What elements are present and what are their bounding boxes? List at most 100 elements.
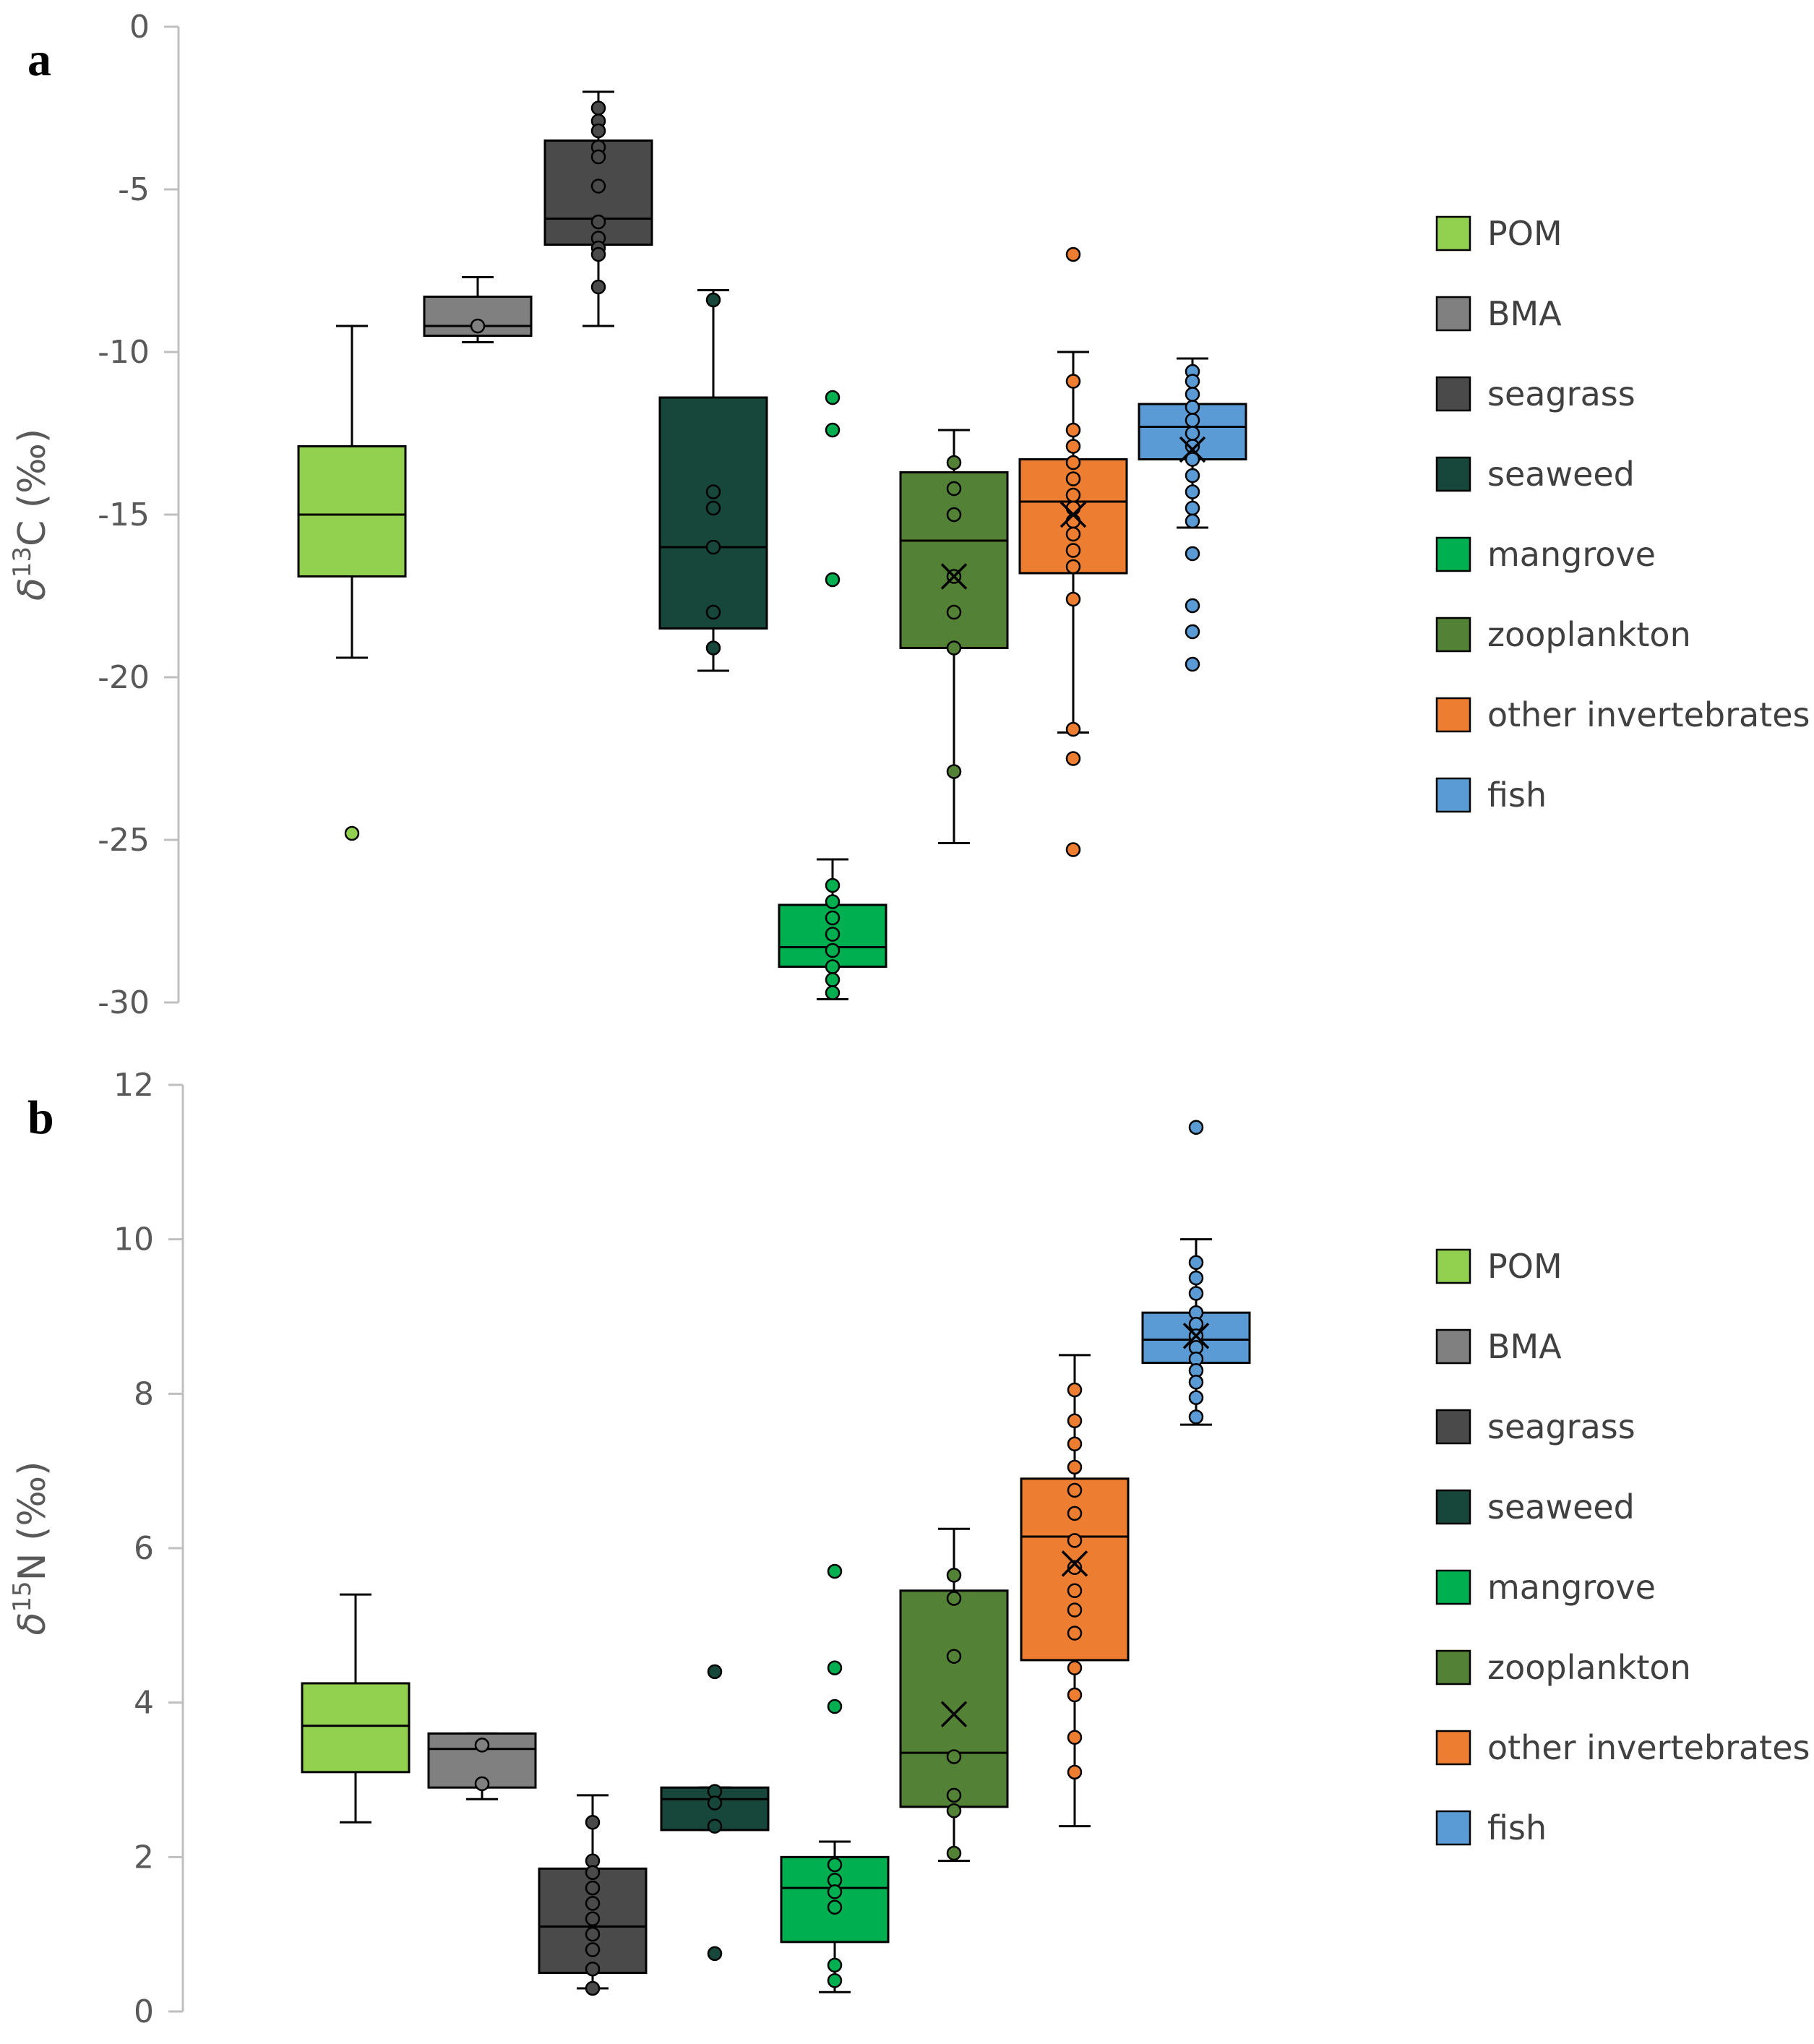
- data-point: [705, 604, 721, 620]
- data-point: [1067, 1382, 1083, 1398]
- data-point: [1065, 487, 1081, 503]
- data-point: [1188, 1286, 1204, 1301]
- y-tick-label: -30: [98, 984, 150, 1021]
- data-point: [1065, 559, 1081, 575]
- data-point: [590, 179, 606, 194]
- data-point: [1185, 426, 1200, 441]
- y-tick-label: -25: [98, 822, 150, 859]
- data-point: [1065, 439, 1081, 454]
- data-point: [707, 1795, 723, 1811]
- data-point: [1065, 526, 1081, 542]
- data-point: [825, 942, 841, 958]
- y-axis-title-symbol: δ: [11, 577, 54, 601]
- mean-marker: [1179, 436, 1206, 463]
- legend-swatch: [1435, 1730, 1471, 1766]
- y-tick-label: 4: [134, 1685, 154, 1722]
- legend-label: BMA: [1487, 294, 1562, 333]
- box-bma: [427, 1732, 537, 1800]
- data-point: [946, 1787, 962, 1803]
- legend-item-mangrove: mangrove: [1435, 1568, 1656, 1607]
- data-point: [1067, 1730, 1083, 1745]
- data-point: [825, 572, 841, 588]
- data-point: [1067, 1602, 1083, 1618]
- data-point: [1065, 471, 1081, 486]
- legend-label: mangrove: [1487, 1568, 1656, 1607]
- data-point: [585, 1880, 601, 1896]
- data-point: [946, 1591, 962, 1606]
- legend-item-zooplankton: zooplankton: [1435, 1648, 1691, 1687]
- data-point: [705, 484, 721, 499]
- data-point: [825, 910, 841, 926]
- box-seagrass: [543, 90, 653, 327]
- mean-marker: [940, 563, 968, 590]
- legend-swatch: [1435, 697, 1471, 733]
- data-point: [1185, 484, 1200, 499]
- data-point: [705, 539, 721, 555]
- data-point: [946, 507, 962, 523]
- y-axis-title: δ15N (‰): [8, 1461, 54, 1636]
- data-point: [1185, 500, 1200, 516]
- box-mangrove: [778, 390, 887, 1000]
- data-point: [827, 1857, 843, 1873]
- data-point: [1185, 656, 1200, 672]
- legend-swatch: [1435, 1810, 1471, 1846]
- legend-swatch: [1435, 215, 1471, 252]
- legend-label: seagrass: [1487, 374, 1635, 413]
- legend-item-bma: BMA: [1435, 294, 1562, 333]
- legend-label: POM: [1487, 214, 1562, 253]
- box-other-invertebrates: [1020, 1354, 1130, 1828]
- legend-item-other-invertebrates: other invertebrates: [1435, 1728, 1810, 1767]
- data-point: [590, 100, 606, 116]
- data-point: [1188, 1409, 1204, 1425]
- data-point: [1185, 513, 1200, 529]
- data-point: [585, 1980, 601, 1996]
- data-point: [825, 422, 841, 438]
- box-seagrass: [538, 1794, 648, 1996]
- iqr-box: [297, 445, 407, 577]
- y-tick-label: 8: [134, 1375, 154, 1412]
- data-point: [585, 1926, 601, 1942]
- legend-label: POM: [1487, 1247, 1562, 1286]
- data-point: [1067, 1626, 1083, 1641]
- data-point: [705, 500, 721, 516]
- data-point: [1067, 1687, 1083, 1703]
- data-point: [825, 927, 841, 942]
- data-point: [1185, 400, 1200, 415]
- data-point: [827, 1660, 843, 1675]
- data-point: [946, 764, 962, 779]
- panel-b: b 0 2 4 6 8 10 12 δ15N (‰) POM BMA seagrass seaweed m…: [8, 1067, 1810, 2030]
- legend-item-fish: fish: [1435, 1808, 1547, 1847]
- mean-marker: [1182, 1322, 1210, 1349]
- data-point: [585, 1942, 601, 1957]
- data-point: [470, 318, 486, 334]
- box-bma: [423, 276, 533, 343]
- data-point: [1067, 1459, 1083, 1475]
- data-point: [1185, 374, 1200, 389]
- data-point: [590, 214, 606, 230]
- legend-item-bma: BMA: [1435, 1327, 1562, 1366]
- data-point: [1188, 1270, 1204, 1286]
- data-point: [585, 1865, 601, 1880]
- data-point: [1065, 513, 1081, 529]
- box-seaweed: [658, 289, 768, 672]
- legend: POM BMA seagrass seaweed mangrove zooplankton…: [1435, 214, 1810, 815]
- legend-item-mangrove: mangrove: [1435, 535, 1656, 574]
- data-point: [585, 1896, 601, 1911]
- legend-label: seagrass: [1487, 1407, 1635, 1446]
- data-point: [1185, 387, 1200, 402]
- data-point: [1188, 1390, 1204, 1405]
- legend-item-seagrass: seagrass: [1435, 374, 1635, 413]
- legend-swatch: [1435, 1248, 1471, 1284]
- data-point: [1065, 591, 1081, 607]
- legend-item-seaweed: seaweed: [1435, 455, 1635, 494]
- box-zooplankton: [899, 1527, 1009, 1863]
- legend-swatch: [1435, 1489, 1471, 1525]
- legend-swatch: [1435, 296, 1471, 332]
- data-point: [1185, 624, 1200, 640]
- legend-item-seagrass: seagrass: [1435, 1407, 1635, 1446]
- data-point: [1065, 751, 1081, 766]
- data-point: [590, 246, 606, 262]
- data-point: [825, 390, 841, 405]
- data-point: [707, 1664, 723, 1680]
- data-point: [825, 985, 841, 1000]
